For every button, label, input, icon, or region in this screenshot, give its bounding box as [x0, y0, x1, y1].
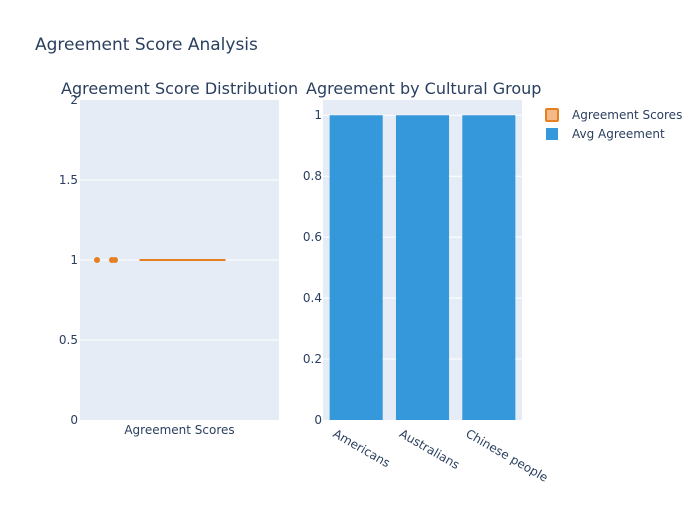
y-tick-label-cultural-group: 0.4: [303, 291, 322, 305]
y-tick-label-cultural-group: 0.8: [303, 169, 322, 183]
panel-title-cultural-group: Agreement by Cultural Group: [306, 79, 541, 98]
y-tick-label-cultural-group: 0.6: [303, 230, 322, 244]
y-tick-label-distribution: 1: [70, 253, 78, 267]
x-tick-label-cultural-group: Australians: [397, 426, 462, 472]
cultural-group-y-ticks: 0 0.2 0.4 0.6 0.8 1: [303, 108, 322, 427]
bar-americans: [329, 115, 383, 420]
bar-australians: [395, 115, 450, 420]
bar-chinese-people: [462, 115, 516, 420]
x-tick-label-cultural-group: Americans: [331, 426, 393, 470]
legend-label-avg-agreement: Avg Agreement: [572, 127, 665, 141]
legend-swatch-bar: [546, 128, 558, 140]
distribution-box-group: [94, 257, 226, 263]
legend-swatch-box: [545, 108, 559, 122]
legend[interactable]: Agreement Scores Avg Agreement: [545, 108, 682, 141]
y-tick-label-distribution: 1.5: [59, 173, 78, 187]
y-tick-label-distribution: 0: [70, 413, 78, 427]
x-tick-label-cultural-group: Chinese people: [463, 426, 550, 484]
y-tick-label-cultural-group: 0.2: [303, 352, 322, 366]
y-tick-label-cultural-group: 0: [314, 413, 322, 427]
y-tick-label-distribution: 2: [70, 93, 78, 107]
box-point: [94, 257, 100, 263]
legend-label-agreement-scores: Agreement Scores: [572, 108, 682, 122]
y-tick-label-distribution: 0.5: [59, 333, 78, 347]
y-tick-label-cultural-group: 1: [314, 108, 322, 122]
legend-item-avg-agreement[interactable]: Avg Agreement: [546, 127, 665, 141]
cultural-group-bars: [329, 115, 516, 420]
x-tick-label-distribution: Agreement Scores: [124, 423, 234, 437]
box-point: [112, 257, 118, 263]
legend-item-agreement-scores[interactable]: Agreement Scores: [545, 108, 682, 122]
cultural-group-x-ticks: Americans Australians Chinese people: [331, 426, 551, 484]
distribution-x-ticks: Agreement Scores: [124, 423, 234, 437]
distribution-y-ticks: 0 0.5 1 1.5 2: [59, 93, 78, 427]
panel-title-distribution: Agreement Score Distribution: [61, 79, 298, 98]
chart-title: Agreement Score Analysis: [35, 35, 258, 55]
